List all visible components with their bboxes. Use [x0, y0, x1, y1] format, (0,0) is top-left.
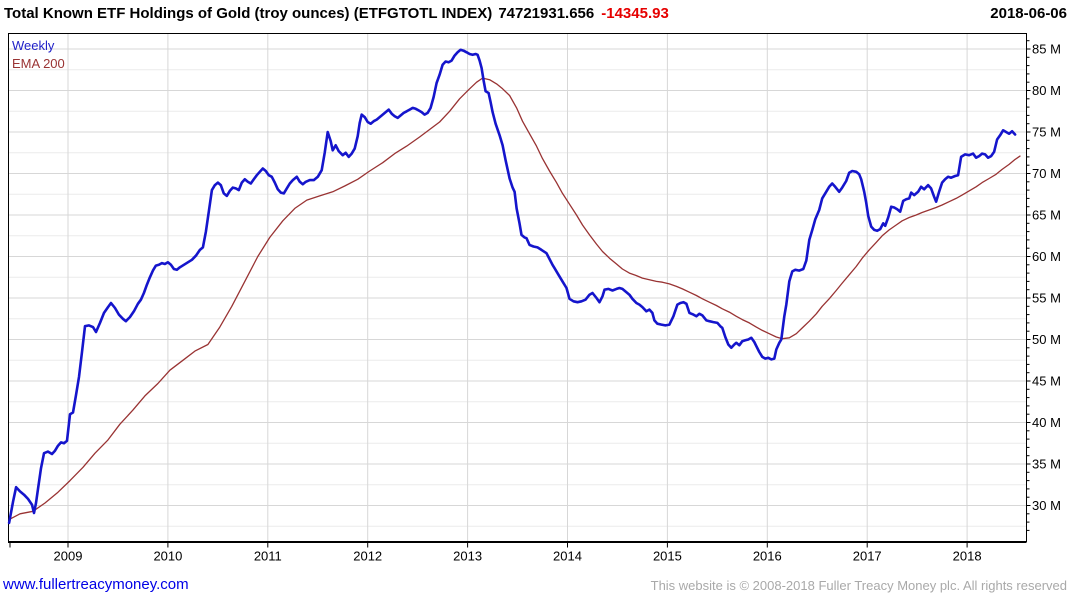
last-value: 74721931.656 [498, 5, 595, 22]
y-axis-tick-label: 55 M [1032, 291, 1061, 306]
x-axis-tick-label: 2018 [953, 549, 982, 564]
y-axis-tick-label: 80 M [1032, 83, 1061, 98]
x-axis-tick-label: 2012 [353, 549, 382, 564]
x-axis-tick-label: 2010 [153, 549, 182, 564]
y-axis-tick-label: 50 M [1032, 332, 1061, 347]
legend-weekly-label: Weekly [12, 38, 55, 53]
y-axis-tick-label: 60 M [1032, 249, 1061, 264]
x-axis-tick-label: 2014 [553, 549, 582, 564]
chart-date: 2018-06-06 [990, 5, 1067, 22]
y-axis-tick-label: 30 M [1032, 498, 1061, 513]
y-axis-tick-label: 40 M [1032, 415, 1061, 430]
price-chart-canvas: 85 M 80 M 75 M 70 M 65 M 60 M 55 M 50 M 45 M 40 M… [7, 33, 1061, 564]
change-value: -14345.93 [601, 5, 669, 22]
legend-ema200-label: EMA 200 [12, 56, 65, 71]
x-axis-tick-label: 2017 [853, 549, 882, 564]
x-axis-tick-label: 2015 [653, 549, 682, 564]
x-axis-tick-label: 2013 [453, 549, 482, 564]
x-axis-tick-label: 2016 [753, 549, 782, 564]
chart-title: Total Known ETF Holdings of Gold (troy o… [4, 5, 493, 22]
y-axis-tick-label: 65 M [1032, 208, 1061, 223]
y-axis-tick-label: 85 M [1032, 42, 1061, 57]
chart-legend: Weekly EMA 200 [12, 37, 65, 73]
copyright-text: This website is © 2008-2018 Fuller Treac… [650, 578, 1067, 593]
x-axis-tick-label: 2009 [54, 549, 83, 564]
y-axis-tick-label: 45 M [1032, 374, 1061, 389]
site-link[interactable]: www.fullertreacymoney.com [3, 576, 189, 593]
y-axis-tick-label: 70 M [1032, 166, 1061, 181]
page-footer: www.fullertreacymoney.com This website i… [0, 574, 1075, 598]
y-axis-tick-label: 75 M [1032, 125, 1061, 140]
chart-header: Total Known ETF Holdings of Gold (troy o… [4, 5, 1071, 29]
x-axis-tick-label: 2011 [254, 549, 282, 564]
y-axis-tick-label: 35 M [1032, 457, 1061, 472]
weekly-series-line [7, 48, 1017, 525]
ema200-series-line [8, 77, 1021, 521]
